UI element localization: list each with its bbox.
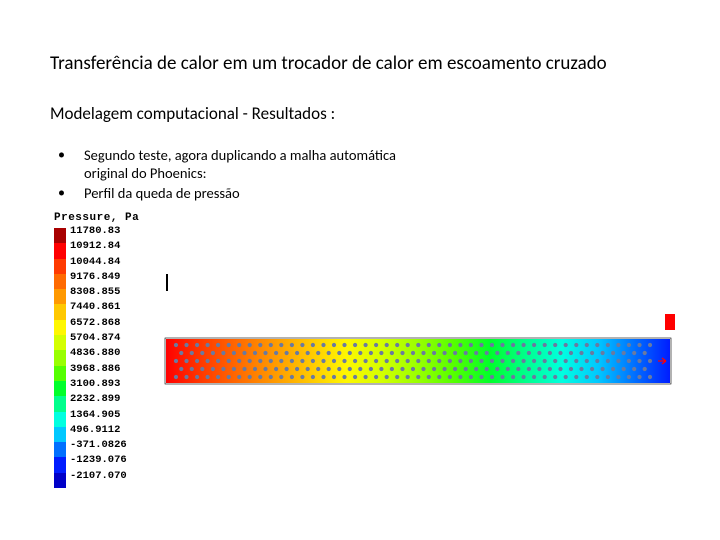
- colorbar-segment: [54, 442, 66, 457]
- legend-value: -2107.070: [70, 469, 127, 484]
- bullet-text: Perfil da queda de pressão: [84, 184, 240, 202]
- colorbar-segment: [54, 381, 66, 396]
- legend-value: 496.9112: [70, 423, 127, 438]
- cursor-mark: [166, 274, 168, 291]
- legend-value: 1364.905: [70, 408, 127, 423]
- legend-title: Pressure, Pa: [54, 212, 139, 224]
- colorbar-segment: [54, 366, 66, 381]
- colorbar-segment: [54, 228, 66, 243]
- legend-value: 5704.874: [70, 331, 127, 346]
- colorbar-segment: [54, 274, 66, 289]
- legend-value: 3100.893: [70, 377, 127, 392]
- colorbar-segment: [54, 304, 66, 319]
- legend-value: -1239.076: [70, 453, 127, 468]
- bullet-list: • Segundo teste, agora duplicando a malh…: [58, 146, 670, 202]
- legend-value: 7440.861: [70, 300, 127, 315]
- colorbar: [54, 228, 66, 488]
- colorbar-segment: [54, 350, 66, 365]
- figure-area: Pressure, Pa 11780.8310912.8410044.84917…: [54, 212, 674, 492]
- section-subtitle: Modelagem computacional - Resultados :: [50, 103, 670, 124]
- page-title: Transferência de calor em um trocador de…: [50, 52, 670, 75]
- colorbar-segment: [54, 396, 66, 411]
- colorbar-segment: [54, 427, 66, 442]
- legend-value: 10912.84: [70, 239, 127, 254]
- legend-value: 8308.855: [70, 285, 127, 300]
- colorbar-segment: [54, 335, 66, 350]
- legend-value: 4836.880: [70, 346, 127, 361]
- colorbar-segment: [54, 289, 66, 304]
- pressure-contour: [164, 337, 672, 385]
- legend-value: 2232.899: [70, 392, 127, 407]
- colorbar-segment: [54, 412, 66, 427]
- legend-value: 6572.868: [70, 316, 127, 331]
- legend-value: 3968.886: [70, 362, 127, 377]
- bullet-dot: •: [58, 146, 84, 164]
- colorbar-segment: [54, 259, 66, 274]
- colorbar-segment: [54, 473, 66, 488]
- colorbar-segment: [54, 243, 66, 258]
- legend-value: 11780.83: [70, 224, 127, 239]
- legend-value: -371.0826: [70, 438, 127, 453]
- colorbar-segment: [54, 457, 66, 472]
- legend-value: 10044.84: [70, 255, 127, 270]
- legend-value: 9176.849: [70, 270, 127, 285]
- legend-values: 11780.8310912.8410044.849176.8498308.855…: [70, 224, 127, 484]
- colorbar-segment: [54, 320, 66, 335]
- bullet-dot: •: [58, 184, 84, 202]
- bullet-text: Segundo teste, agora duplicando a malha …: [84, 146, 424, 182]
- list-item: • Segundo teste, agora duplicando a malh…: [58, 146, 670, 182]
- red-marker: [665, 314, 675, 330]
- list-item: • Perfil da queda de pressão: [58, 184, 670, 202]
